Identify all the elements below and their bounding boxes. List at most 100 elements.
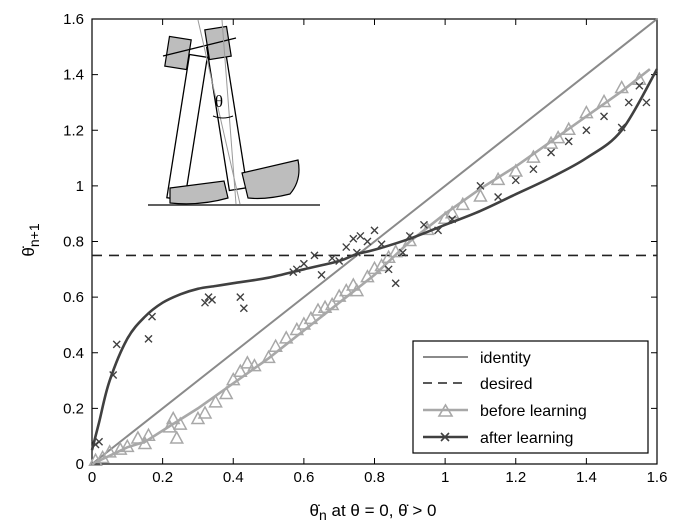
after-learning-point [363,237,372,246]
before-learning-point [173,416,188,430]
before-learning-point [303,310,319,325]
y-tick-label: 0.8 [63,234,84,251]
before-learning-point [278,330,294,344]
after-learning-point [109,371,118,379]
after-learning-point [564,137,573,146]
after-learning-point [310,251,319,260]
before-learning-point [165,410,181,425]
series-before-learning [88,68,651,466]
legend-before-label: before learning [480,403,587,420]
before-learning-point [268,338,283,352]
after-learning-point [398,248,407,257]
y-tick-label: 1 [76,178,84,195]
before-learning-point [240,355,255,369]
legend-after-label: after learning [480,430,573,447]
before-learning-line [91,68,651,466]
y-axis-label: θ̇n+1 [19,223,42,256]
x-tick-label: 0.2 [152,469,173,486]
before-learning-point [233,363,248,377]
before-learning-point [102,444,117,458]
before-learning-point [579,104,594,119]
after-learning-point [208,295,217,304]
after-learning-point [377,240,386,249]
after-learning-point [292,265,301,274]
after-learning-point [448,215,457,224]
before-learning-point [420,221,435,236]
after-learning-point [529,165,538,174]
before-learning-point [218,385,234,400]
identity-line [91,18,658,465]
x-tick-label: 0.8 [364,469,385,486]
series-after-learning [90,68,659,451]
x-axis-label-rest: at θ = 0, θ̇ > 0 [327,501,437,520]
x-axis-label: θ̇n at θ = 0, θ̇ > 0 [310,501,437,522]
before-learning-point [473,188,488,202]
walker-inset-diagram: θ [148,19,320,206]
before-learning-point [508,163,524,177]
y-axis-label-base: θ̇ [19,246,38,256]
before-learning-point [137,435,153,450]
before-learning-point [455,196,471,211]
before-learning-point [444,205,460,219]
x-tick-label: 0.6 [293,469,314,486]
y-tick-label: 0.4 [63,345,84,362]
before-learning-point [162,419,177,433]
x-axis-ticks: 0 0.2 0.4 0.6 0.8 1 1.2 1.4 1.6 [88,19,667,486]
before-learning-point [169,430,185,444]
y-tick-label: 0 [76,456,84,473]
legend-item-after-learning: after learning [423,430,573,447]
before-learning-point [526,149,541,163]
x-tick-label: 0 [88,469,96,486]
after-learning-point [582,126,591,135]
inset-angle-arc [212,115,234,119]
before-learning-point [225,371,241,386]
x-axis-label-sub: n [319,507,327,522]
after-learning-point [476,181,485,190]
after-learning-point [95,437,104,446]
before-learning-point [120,438,135,453]
before-learning-point [324,296,340,311]
after-learning-point [356,231,365,240]
x-axis-label-base: θ̇ [310,501,320,520]
before-learning-point [261,349,276,364]
after-learning-point [624,98,633,107]
legend-before-marker [437,403,454,417]
after-learning-line [90,68,659,451]
before-learning-point [632,71,647,85]
before-learning-point [550,130,566,144]
after-learning-point [352,248,361,257]
after-learning-point [342,243,351,252]
y-axis-label-sub: n+1 [26,223,42,247]
x-tick-label: 1.2 [505,469,526,486]
x-tick-label: 1.4 [576,469,597,486]
x-tick-label: 1 [441,469,449,486]
y-tick-label: 0.6 [63,289,84,306]
after-learning-point [511,176,520,185]
y-tick-label: 1.6 [63,11,84,28]
legend-item-before-learning: before learning [423,403,587,420]
legend-item-desired: desired [423,376,532,393]
after-learning-point [405,231,414,240]
after-learning-point [201,298,209,307]
after-learning-point [494,193,503,201]
before-learning-point [596,93,612,108]
after-learning-point [642,98,651,107]
before-learning-point [247,358,262,372]
after-learning-point [317,270,326,279]
before-learning-point [197,405,213,419]
after-learning-point [328,254,337,263]
before-learning-point [388,244,403,258]
after-learning-point [600,112,609,121]
inset-theta-label: θ [215,92,223,111]
y-tick-label: 0.2 [63,400,84,417]
before-learning-point [141,427,156,441]
before-learning-point [374,257,389,272]
before-learning-point [360,269,375,283]
after-learning-point [547,148,556,157]
legend-after-marker [440,432,450,442]
after-learning-point [335,256,344,265]
y-tick-label: 1.4 [63,67,84,84]
after-learning-point [370,226,379,235]
after-learning-point [148,312,157,321]
